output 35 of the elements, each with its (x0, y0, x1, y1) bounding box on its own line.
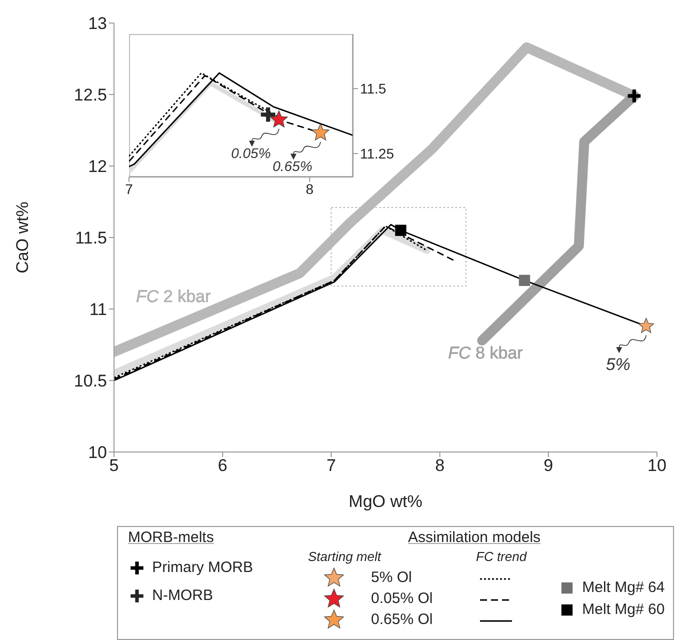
x-tick-label: 8 (306, 180, 314, 197)
y-axis-title: CaO wt% (13, 202, 32, 274)
y-tick-label: 10.5 (74, 372, 107, 391)
series-label: FC 8 kbar (448, 343, 524, 362)
series-label: FC 2 kbar (136, 286, 211, 306)
y2-tick-label: 11.5 (360, 80, 386, 97)
legend-label: Melt Mg# 64 (582, 578, 665, 596)
x-tick-label: 7 (326, 456, 336, 476)
y-tick-label: 11 (89, 300, 107, 320)
legend-label: Primary MORB (152, 558, 254, 576)
y-tick-label: 11.5 (75, 228, 107, 248)
y2-tick-label: 11.25 (360, 146, 394, 162)
x-tick-label: 9 (544, 456, 554, 476)
text: FC trend (476, 549, 527, 564)
x-tick-label: 8 (435, 456, 445, 476)
y-tick-label: 13 (88, 14, 107, 34)
annotation: 0.05% (231, 144, 271, 161)
legend-label: 0.65% Ol (371, 611, 433, 628)
y-tick-label: 12.5 (74, 86, 107, 105)
legend-label: 0.05% Ol (371, 590, 433, 607)
text: Starting melt (308, 549, 381, 564)
y-tick-label: 12 (88, 157, 107, 176)
x-axis-title: MgO wt% (348, 492, 422, 511)
text: MORB-melts (128, 529, 214, 546)
x-tick-label: 7 (125, 180, 134, 197)
text: Assimilation models (408, 529, 541, 546)
legend-label: 5% Ol (371, 569, 412, 586)
legend-label: N-MORB (152, 586, 213, 604)
x-tick-label: 5 (109, 456, 119, 476)
annotation: 0.65% (272, 158, 312, 174)
x-tick-label: 6 (218, 456, 228, 476)
legend-label: Melt Mg# 60 (582, 600, 665, 618)
y-tick-label: 10 (88, 443, 107, 462)
annotation: 5% (606, 355, 630, 374)
x-tick-label: 10 (648, 456, 666, 476)
